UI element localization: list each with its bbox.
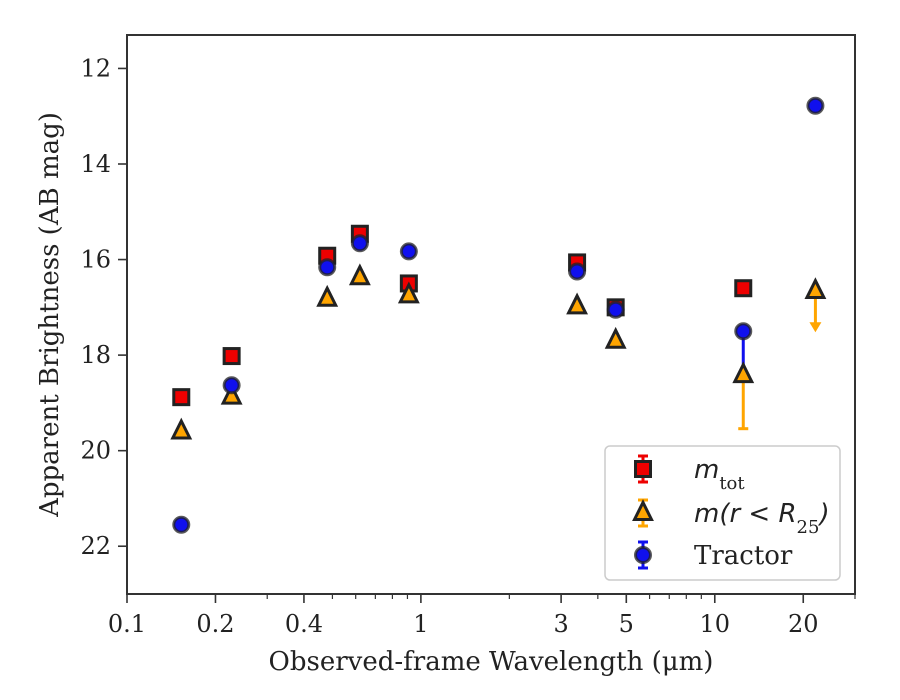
- data-point-circle: [318, 258, 337, 277]
- x-tick-label: 5: [619, 610, 634, 638]
- legend-box: [604, 445, 841, 581]
- legend-label: mtot: [694, 455, 745, 494]
- y-axis-label: Apparent Brightness (AB mag): [35, 112, 65, 518]
- y-tick-label: 14: [80, 150, 111, 178]
- data-point-square: [734, 279, 753, 298]
- data-point-circle: [606, 300, 625, 319]
- legend: mtot m(r < R25)Tractor: [604, 445, 841, 581]
- x-tick-label: 20: [788, 610, 819, 638]
- x-tick-label: 10: [700, 610, 731, 638]
- y-tick-label: 22: [80, 532, 111, 560]
- x-tick-label: 1: [413, 610, 428, 638]
- data-point-square: [222, 347, 241, 366]
- error-bars: [738, 291, 822, 431]
- legend-marker-square: [634, 460, 652, 478]
- y-tick-label: 16: [80, 246, 111, 274]
- data-point-circle: [172, 515, 191, 534]
- x-axis-label: Observed-frame Wavelength (μm): [269, 647, 714, 677]
- x-axis: 0.1 0.2 0.4 1 3 5 10 20: [108, 594, 856, 638]
- data-point-circle: [568, 262, 587, 281]
- data-point-circle: [806, 96, 825, 115]
- data-point-circle: [734, 322, 753, 341]
- y-tick-label: 12: [80, 54, 111, 82]
- legend-marker-circle: [634, 546, 652, 564]
- data-point-circle: [222, 376, 241, 395]
- data-point-triangle: [732, 361, 755, 384]
- data-point-triangle: [170, 417, 193, 440]
- plot-frame: [126, 34, 856, 595]
- x-tick-label: 0.1: [108, 610, 146, 638]
- data-point-triangle: [804, 277, 827, 300]
- x-tick-label: 0.4: [285, 610, 323, 638]
- data-point-square: [172, 388, 191, 407]
- data-point-triangle: [316, 284, 339, 307]
- y-axis: 12 14 16 18 20 22: [80, 54, 127, 560]
- y-tick-label: 20: [80, 437, 111, 465]
- upper-limit-arrowhead: [809, 322, 822, 333]
- data-point-triangle: [566, 292, 589, 315]
- data-point-circle: [350, 234, 369, 253]
- data-point-triangle: [397, 281, 420, 304]
- legend-label: m(r < R25): [694, 499, 830, 538]
- data-point-triangle: [348, 263, 371, 286]
- y-tick-label: 18: [80, 341, 111, 369]
- x-tick-label: 3: [553, 610, 568, 638]
- data-point-circle: [399, 242, 418, 261]
- data-point-triangle: [604, 326, 627, 349]
- data-point-triangle: [220, 382, 243, 405]
- x-tick-label: 0.2: [196, 610, 234, 638]
- legend-label: Tractor: [694, 541, 793, 571]
- legend-marker-triangle: [632, 499, 654, 521]
- data-markers: [170, 96, 827, 534]
